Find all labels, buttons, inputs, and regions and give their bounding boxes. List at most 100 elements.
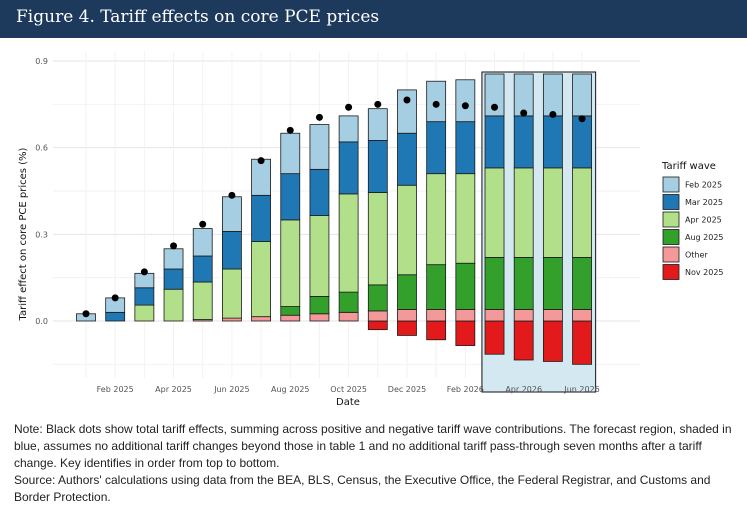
bar-segment-nov-2025 xyxy=(542,320,563,362)
total-dot xyxy=(315,113,323,121)
legend-label-nov-2025: Nov 2025 xyxy=(685,268,724,277)
total-dot xyxy=(257,157,265,165)
bar-segment-aug-2025 xyxy=(572,257,592,310)
bar-segment-mar-2025 xyxy=(134,287,155,306)
tariff-chart: 0.0 0.3 0.6 0.9 Feb 2025 Apr 2025 Jun 2025 Aug… xyxy=(18,52,724,408)
bar-segment-aug-2025 xyxy=(367,284,388,312)
x-tick-label: Jun 2025 xyxy=(213,385,249,394)
figure-header: Figure 4. Tariff effects on core PCE pri… xyxy=(0,0,747,38)
x-tick-label: Dec 2025 xyxy=(388,385,426,394)
bar-segment-feb-2025 xyxy=(134,272,155,289)
bar-segment-feb-2025 xyxy=(192,228,213,257)
bar-segment-mar-2025 xyxy=(251,194,271,242)
total-dot xyxy=(228,191,236,199)
y-axis-ticks: 0.0 0.3 0.6 0.9 xyxy=(35,57,48,326)
bar-segment-apr-2025 xyxy=(484,167,505,258)
bar-segment-nov-2025 xyxy=(367,320,388,331)
bar-segment-apr-2025 xyxy=(455,173,476,264)
bar-segment-nov-2025 xyxy=(397,320,417,336)
total-dot xyxy=(491,103,499,111)
bar-segment-feb-2025 xyxy=(338,115,359,143)
bar-segment-other xyxy=(513,309,534,322)
bar-segment-other xyxy=(397,309,417,322)
bar-segment-mar-2025 xyxy=(280,173,301,221)
y-axis-title: Tariff effect on core PCE prices (%) xyxy=(18,147,29,321)
legend-label-mar-2025: Mar 2025 xyxy=(685,198,723,207)
bar-segment-apr-2025 xyxy=(367,192,388,286)
bar-segment-aug-2025 xyxy=(455,262,476,310)
stacked-bars xyxy=(76,73,592,365)
total-dot xyxy=(170,242,178,250)
total-dot xyxy=(345,103,353,111)
bar-segment-nov-2025 xyxy=(572,320,592,365)
bar-segment-apr-2025 xyxy=(338,193,359,293)
legend-title: Tariff wave xyxy=(661,161,716,172)
total-dot xyxy=(140,268,148,276)
x-tick-label: Aug 2025 xyxy=(271,385,310,394)
x-tick-label: Jun 2026 xyxy=(563,385,599,394)
bar-segment-mar-2025 xyxy=(338,141,359,195)
bar-segment-aug-2025 xyxy=(513,257,534,310)
total-dot xyxy=(403,96,411,104)
bar-segment-aug-2025 xyxy=(280,306,301,316)
legend-swatch-nov-2025 xyxy=(662,264,680,280)
bar-segment-aug-2025 xyxy=(309,296,330,315)
legend: Feb 2025 Mar 2025 Apr 2025 Aug 2025 Other Nov… xyxy=(662,176,724,280)
y-tick-label: 0.0 xyxy=(35,317,48,326)
total-dot xyxy=(199,220,207,228)
bar-segment-apr-2025 xyxy=(251,241,271,318)
bar-segment-apr-2025 xyxy=(163,288,184,322)
bar-segment-apr-2025 xyxy=(221,268,242,319)
legend-swatch-feb-2025 xyxy=(662,176,680,193)
bar-segment-mar-2025 xyxy=(513,115,534,169)
bar-segment-feb-2025 xyxy=(572,73,592,117)
bar-segment-nov-2025 xyxy=(455,320,476,346)
legend-swatch-other xyxy=(662,246,680,263)
bar-segment-mar-2025 xyxy=(221,231,242,270)
bar-segment-apr-2025 xyxy=(192,281,213,320)
bar-segment-aug-2025 xyxy=(338,291,359,313)
bar-segment-mar-2025 xyxy=(163,268,184,290)
bar-segment-mar-2025 xyxy=(192,255,213,283)
bar-segment-mar-2025 xyxy=(455,121,476,175)
bar-segment-other xyxy=(542,309,563,322)
bar-segment-other xyxy=(572,309,592,322)
total-dot xyxy=(461,102,469,110)
x-tick-label: Oct 2025 xyxy=(330,385,367,394)
bar-segment-other xyxy=(338,311,359,322)
total-dot xyxy=(578,115,586,123)
bar-segment-other xyxy=(251,316,271,322)
bar-segment-other xyxy=(426,309,447,322)
total-dot xyxy=(549,110,557,118)
bar-segment-feb-2025 xyxy=(367,108,388,141)
legend-label-apr-2025: Apr 2025 xyxy=(685,216,722,225)
bar-segment-aug-2025 xyxy=(484,257,505,310)
bar-segment-feb-2025 xyxy=(455,79,476,123)
total-dot xyxy=(432,100,440,108)
bar-segment-other xyxy=(367,310,388,322)
figure-title: Figure 4. Tariff effects on core PCE pri… xyxy=(16,7,380,27)
bar-segment-nov-2025 xyxy=(426,320,447,341)
legend-swatch-mar-2025 xyxy=(662,194,680,210)
bar-segment-feb-2025 xyxy=(163,248,184,270)
bar-segment-feb-2025 xyxy=(309,124,330,170)
bar-segment-feb-2025 xyxy=(542,73,563,117)
bar-segment-aug-2025 xyxy=(397,274,417,310)
bar-segment-aug-2025 xyxy=(426,264,447,310)
bar-segment-feb-2025 xyxy=(280,132,301,175)
bar-segment-feb-2025 xyxy=(251,158,271,196)
x-tick-label: Apr 2025 xyxy=(155,385,192,394)
total-dot xyxy=(374,100,382,108)
bar-segment-apr-2025 xyxy=(513,167,534,258)
bar-segment-apr-2025 xyxy=(542,167,563,258)
figure-note: Note: Black dots show total tariff effec… xyxy=(14,421,736,506)
bar-segment-other xyxy=(309,313,330,322)
bar-segment-mar-2025 xyxy=(397,132,417,186)
x-tick-label: Apr 2026 xyxy=(505,385,542,394)
x-axis-ticks: Feb 2025 Apr 2025 Jun 2025 Aug 2025 Oct 2025… xyxy=(97,385,600,394)
x-axis-title: Date xyxy=(336,397,360,408)
bar-segment-mar-2025 xyxy=(426,121,447,175)
legend-label-aug-2025: Aug 2025 xyxy=(685,233,724,242)
bar-segment-mar-2025 xyxy=(542,115,563,169)
legend-label-feb-2025: Feb 2025 xyxy=(685,181,722,190)
